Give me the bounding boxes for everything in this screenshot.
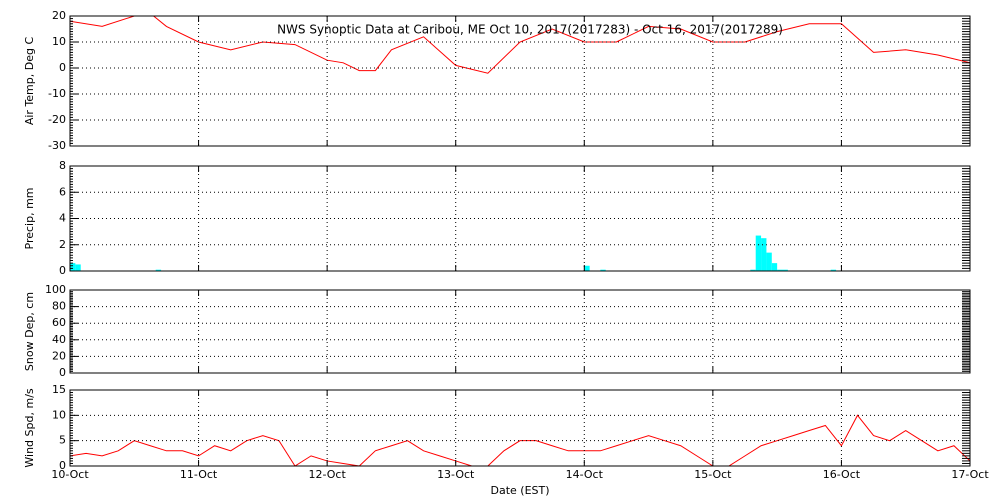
x-tick-label: 16-Oct [823, 468, 861, 481]
bar [584, 265, 590, 271]
y-tick-label: 100 [45, 283, 66, 296]
y-tick-label: 20 [52, 349, 66, 362]
bar [155, 269, 162, 271]
y-tick-label: -10 [48, 87, 66, 100]
y-tick-label: -20 [48, 113, 66, 126]
y-tick-label: -30 [48, 139, 66, 152]
x-tick-label: 14-Oct [566, 468, 604, 481]
bar [755, 235, 762, 271]
y-axis-label: Air Temp, Deg C [23, 37, 36, 126]
y-tick-label: 40 [52, 333, 66, 346]
data-line [70, 414, 970, 466]
bar [600, 269, 606, 271]
x-axis-label: Date (EST) [490, 484, 549, 497]
y-axis-label: Precip, mm [23, 188, 36, 250]
y-tick-label: 4 [59, 212, 66, 225]
x-tick-label: 17-Oct [951, 468, 989, 481]
y-tick-label: 60 [52, 316, 66, 329]
y-axis-label: Wind Spd, m/s [23, 388, 36, 468]
plot-frame [69, 389, 971, 467]
y-tick-label: 0 [59, 459, 66, 472]
bar [777, 269, 783, 271]
y-tick-label: 15 [52, 383, 66, 396]
bar [761, 238, 767, 271]
x-tick-label: 12-Oct [308, 468, 346, 481]
x-tick-label: 13-Oct [437, 468, 475, 481]
plot-frame [69, 15, 971, 147]
bar [750, 269, 756, 271]
x-tick-label: 15-Oct [694, 468, 732, 481]
y-tick-label: 2 [59, 238, 66, 251]
bar [75, 264, 81, 271]
y-tick-label: 0 [59, 366, 66, 379]
y-tick-label: 8 [59, 159, 66, 172]
y-tick-label: 20 [52, 9, 66, 22]
plot-frame [69, 289, 971, 374]
y-tick-label: 10 [52, 35, 66, 48]
y-tick-label: 0 [59, 61, 66, 74]
x-tick-label: 11-Oct [180, 468, 218, 481]
bar [782, 269, 788, 271]
plot-area [70, 16, 970, 74]
bar [830, 269, 837, 271]
y-tick-label: 5 [59, 434, 66, 447]
y-tick-label: 10 [52, 408, 66, 421]
plot-area [70, 235, 837, 271]
bar [70, 263, 76, 271]
x-tick-label: 10-Oct [51, 468, 89, 481]
y-tick-label: 80 [52, 300, 66, 313]
plot-frame [69, 165, 971, 272]
chart-title: NWS Synoptic Data at Caribou, ME Oct 10,… [277, 23, 783, 37]
bar [771, 263, 778, 271]
plot-area [70, 414, 970, 466]
y-tick-label: 6 [59, 185, 66, 198]
bar [766, 252, 772, 271]
data-line [70, 16, 970, 74]
y-tick-label: 0 [59, 264, 66, 277]
y-axis-label: Snow Dep, cm [23, 292, 36, 371]
